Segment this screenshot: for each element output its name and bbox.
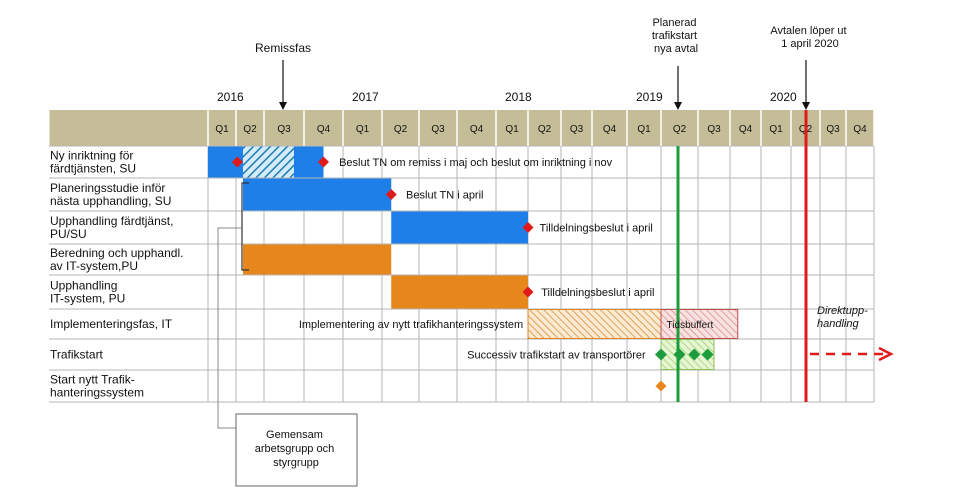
quarter-label: Q4 (739, 124, 753, 135)
year-label: 2017 (352, 90, 379, 104)
bar-label: Successiv trafikstart av transportörer (467, 350, 646, 362)
row-label: Start nytt Trafik-hanteringssystem (50, 373, 144, 400)
gemensam-callout-line (217, 227, 242, 429)
year-label: 2020 (770, 90, 797, 104)
milestone-diamond (385, 189, 397, 200)
quarter-label: Q4 (317, 124, 331, 135)
bar-label: Tilldelningsbeslut i april (540, 223, 653, 235)
activity-bar (660, 309, 739, 339)
row-label: Upphandling IT-system, PU (50, 279, 125, 306)
quarter-label: Q4 (470, 124, 484, 135)
quarter-label: Q1 (215, 124, 229, 135)
quarter-label: Q1 (637, 124, 651, 135)
bar-label: Tidsbuffert (667, 320, 714, 331)
activity-bar (243, 178, 392, 211)
header-band (49, 110, 874, 146)
milestones (231, 156, 714, 392)
quarter-label: Q3 (826, 124, 840, 135)
bar-labels: Beslut TN om remiss i maj och beslut om … (299, 157, 714, 362)
direktupphandling-label: Direktupp- handling (817, 305, 871, 330)
milestone-diamond (673, 348, 686, 361)
gemensam-label: Gemensam arbetsgrupp och styrgrupp (255, 429, 338, 469)
activity-bar (391, 211, 528, 244)
row-labels: Ny inriktning för färdtjänsten, SU Planeri… (50, 149, 183, 400)
quarter-label: Q3 (431, 124, 445, 135)
milestone-diamond (655, 348, 667, 361)
activity-bar (527, 309, 662, 339)
planerad-trafikstart-label: Planerad trafikstart nya avtal (652, 17, 700, 55)
milestone-diamond (655, 380, 667, 392)
bar-label: Implementering av nytt trafikhanteringss… (299, 319, 523, 331)
milestone-diamond (701, 348, 714, 361)
milestone-diamond (318, 156, 329, 168)
year-label: 2016 (217, 90, 244, 104)
row-label: Planeringsstudie inför nästa upphandling,… (50, 181, 171, 208)
gemensam-box (235, 413, 358, 487)
quarter-label: Q4 (603, 124, 617, 135)
activity-bar (243, 146, 294, 178)
activity-bar (243, 244, 392, 275)
activity-bars (208, 146, 739, 370)
quarter-label: Q2 (243, 124, 257, 135)
bar-label: Beslut TN om remiss i maj och beslut om … (339, 157, 613, 169)
activity-bar (391, 275, 528, 309)
year-label: 2018 (505, 90, 532, 104)
row-label: Implementeringsfas, IT (50, 317, 173, 331)
avtalen-loper-ut-label: Avtalen löper ut 1 april 2020 (770, 25, 849, 50)
quarter-label: Q2 (538, 124, 552, 135)
milestone-diamond (688, 348, 701, 361)
milestone-diamond (522, 286, 534, 298)
quarter-label: Q3 (570, 124, 584, 135)
quarter-label: Q3 (277, 124, 291, 135)
row-label: Ny inriktning för färdtjänsten, SU (50, 149, 136, 176)
quarter-label: Q1 (769, 124, 783, 135)
milestone-diamond (231, 156, 243, 168)
quarter-label: Q2 (673, 124, 687, 135)
quarter-label: Q3 (707, 124, 721, 135)
gemensam-brace (241, 182, 249, 271)
quarter-label: Q4 (853, 124, 867, 135)
row-label: Beredning och upphandl. av IT-system,PU (50, 246, 183, 273)
quarter-label: Q1 (356, 124, 370, 135)
year-label: 2019 (636, 90, 663, 104)
grid-lines (48, 110, 875, 403)
direktupphandling-arrow-head (878, 346, 894, 362)
year-labels: 2016 2017 2018 2019 2020 (217, 90, 797, 104)
quarter-label: Q1 (505, 124, 519, 135)
quarter-label: Q2 (394, 124, 408, 135)
bar-label: Beslut TN i april (406, 190, 483, 202)
bar-label: Tilldelningsbeslut i april (541, 287, 654, 299)
remissfas-label: Remissfas (255, 41, 311, 55)
milestone-diamond (522, 222, 534, 233)
row-label: Trafikstart (50, 348, 104, 362)
row-label: Upphandling färdtjänst, PU/SU (50, 214, 173, 241)
